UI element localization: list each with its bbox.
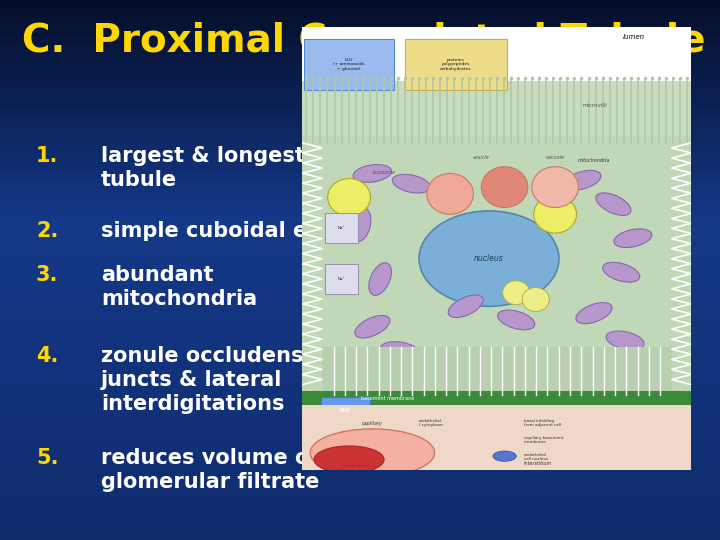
Bar bbox=[0, 18, 720, 27]
Bar bbox=[0, 9, 720, 18]
Bar bbox=[0, 387, 720, 396]
Bar bbox=[0, 342, 720, 351]
Bar bbox=[0, 297, 720, 306]
Bar bbox=[0, 414, 720, 423]
Text: C.  Proximal Convoluted Tubule: C. Proximal Convoluted Tubule bbox=[22, 22, 705, 59]
Bar bbox=[0, 198, 720, 207]
Bar bbox=[0, 531, 720, 540]
Bar bbox=[0, 144, 720, 153]
Text: simple cuboidal epi: simple cuboidal epi bbox=[101, 221, 329, 241]
Bar bbox=[0, 423, 720, 432]
Bar bbox=[0, 405, 720, 414]
Bar bbox=[0, 477, 720, 486]
Bar bbox=[0, 0, 720, 9]
Bar bbox=[0, 504, 720, 513]
Bar bbox=[0, 378, 720, 387]
Bar bbox=[0, 486, 720, 495]
Bar bbox=[0, 513, 720, 522]
Bar bbox=[0, 459, 720, 468]
Bar bbox=[0, 99, 720, 108]
Bar bbox=[0, 63, 720, 72]
Bar bbox=[0, 243, 720, 252]
Bar bbox=[0, 153, 720, 162]
Bar bbox=[0, 117, 720, 126]
Text: reduces volume of
glomerular filtrate: reduces volume of glomerular filtrate bbox=[101, 448, 319, 492]
Bar bbox=[0, 108, 720, 117]
Bar bbox=[0, 360, 720, 369]
Bar bbox=[0, 432, 720, 441]
Bar bbox=[0, 522, 720, 531]
Bar bbox=[0, 495, 720, 504]
Text: 3.: 3. bbox=[36, 265, 58, 285]
Bar bbox=[0, 351, 720, 360]
Bar bbox=[0, 54, 720, 63]
Bar bbox=[0, 270, 720, 279]
Bar bbox=[0, 180, 720, 189]
Bar bbox=[0, 27, 720, 36]
Bar bbox=[0, 261, 720, 270]
Bar bbox=[0, 450, 720, 459]
Bar bbox=[0, 441, 720, 450]
Bar bbox=[0, 207, 720, 216]
Bar bbox=[0, 396, 720, 405]
Text: abundant
mitochondria: abundant mitochondria bbox=[101, 265, 257, 308]
Bar bbox=[0, 162, 720, 171]
Text: largest & longest
tubule: largest & longest tubule bbox=[101, 146, 305, 190]
Bar bbox=[0, 333, 720, 342]
Bar bbox=[0, 369, 720, 378]
Bar bbox=[0, 234, 720, 243]
Bar bbox=[0, 252, 720, 261]
Bar bbox=[0, 324, 720, 333]
Bar bbox=[0, 225, 720, 234]
Bar bbox=[0, 135, 720, 144]
Bar bbox=[0, 189, 720, 198]
Bar bbox=[0, 279, 720, 288]
Text: zonule occludens
juncts & lateral
interdigitations: zonule occludens juncts & lateral interd… bbox=[101, 346, 303, 414]
Text: 2.: 2. bbox=[36, 221, 58, 241]
Bar bbox=[0, 306, 720, 315]
Bar bbox=[0, 216, 720, 225]
Bar bbox=[0, 315, 720, 324]
Bar bbox=[0, 468, 720, 477]
Bar bbox=[0, 171, 720, 180]
Text: 1.: 1. bbox=[36, 146, 58, 166]
Bar bbox=[0, 126, 720, 135]
Bar bbox=[0, 288, 720, 297]
Bar bbox=[0, 81, 720, 90]
Text: 4.: 4. bbox=[36, 346, 58, 366]
Bar bbox=[0, 90, 720, 99]
Bar bbox=[0, 36, 720, 45]
Bar bbox=[0, 45, 720, 54]
Text: 5.: 5. bbox=[36, 448, 58, 468]
Bar bbox=[0, 72, 720, 81]
